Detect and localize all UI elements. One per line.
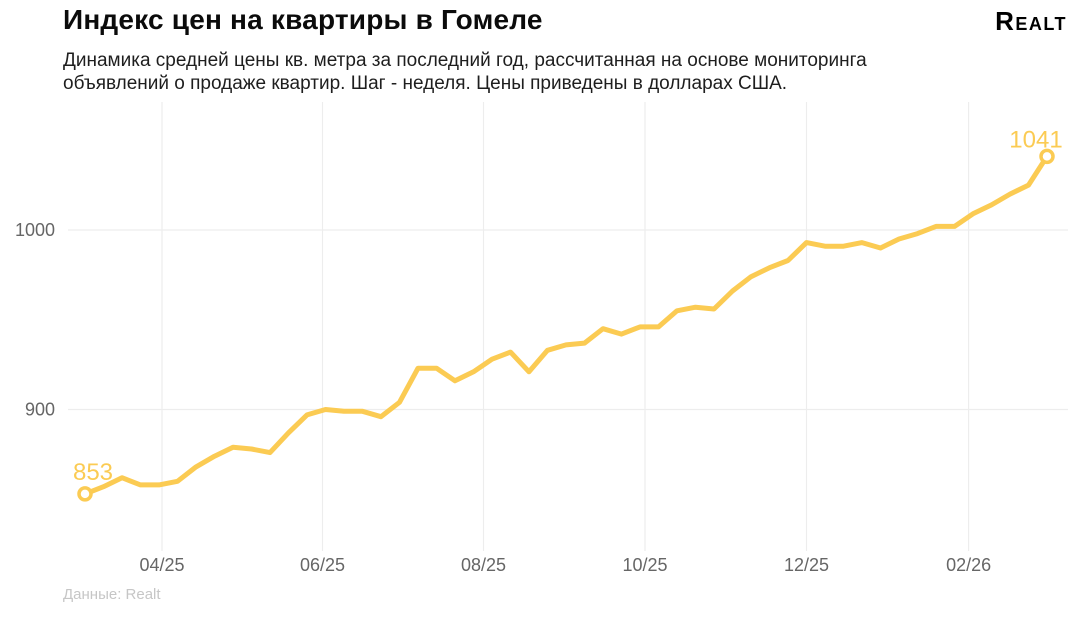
x-tick-label: 10/25 (622, 555, 667, 575)
data-source-note: Данные: Realt (63, 586, 161, 603)
chart-subtitle-line-1: Динамика средней цены кв. метра за после… (63, 50, 867, 71)
x-tick-label: 12/25 (784, 555, 829, 575)
x-tick-label: 02/26 (946, 555, 991, 575)
first-point-label: 853 (73, 459, 113, 486)
last-point-label: 1041 (1009, 126, 1062, 153)
y-tick-label: 900 (25, 400, 55, 420)
chart-subtitle-line-2: объявлений о продаже квартир. Шаг - неде… (63, 73, 788, 94)
price-line (82, 153, 1050, 497)
chart-title: Индекс цен на квартиры в Гомеле (63, 4, 543, 35)
x-tick-label: 06/25 (300, 555, 345, 575)
chart-subtitle: Динамика средней цены кв. метра за после… (63, 49, 867, 95)
x-tick-label: 04/25 (139, 555, 184, 575)
x-tick-label: 08/25 (461, 555, 506, 575)
first-point-marker (77, 486, 93, 502)
last-point-marker (1039, 148, 1055, 165)
y-tick-label: 1000 (15, 220, 55, 240)
realt-logo: Realt (995, 6, 1067, 36)
